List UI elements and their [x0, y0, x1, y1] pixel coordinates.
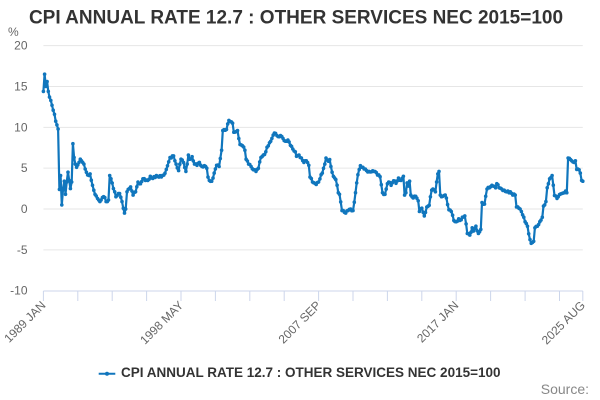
svg-text:-5: -5	[17, 243, 28, 257]
svg-text:5: 5	[21, 161, 28, 175]
svg-text:0: 0	[21, 202, 28, 216]
svg-text:%: %	[8, 25, 19, 39]
svg-text:-10: -10	[10, 284, 28, 298]
svg-text:Source:: Source:	[541, 381, 589, 397]
svg-text:20: 20	[14, 39, 28, 53]
svg-text:CPI ANNUAL RATE 12.7 : OTHER S: CPI ANNUAL RATE 12.7 : OTHER SERVICES NE…	[121, 365, 501, 380]
svg-text:15: 15	[14, 80, 28, 94]
svg-text:CPI ANNUAL RATE 12.7 : OTHER S: CPI ANNUAL RATE 12.7 : OTHER SERVICES NE…	[29, 8, 563, 29]
svg-text:10: 10	[14, 120, 28, 134]
